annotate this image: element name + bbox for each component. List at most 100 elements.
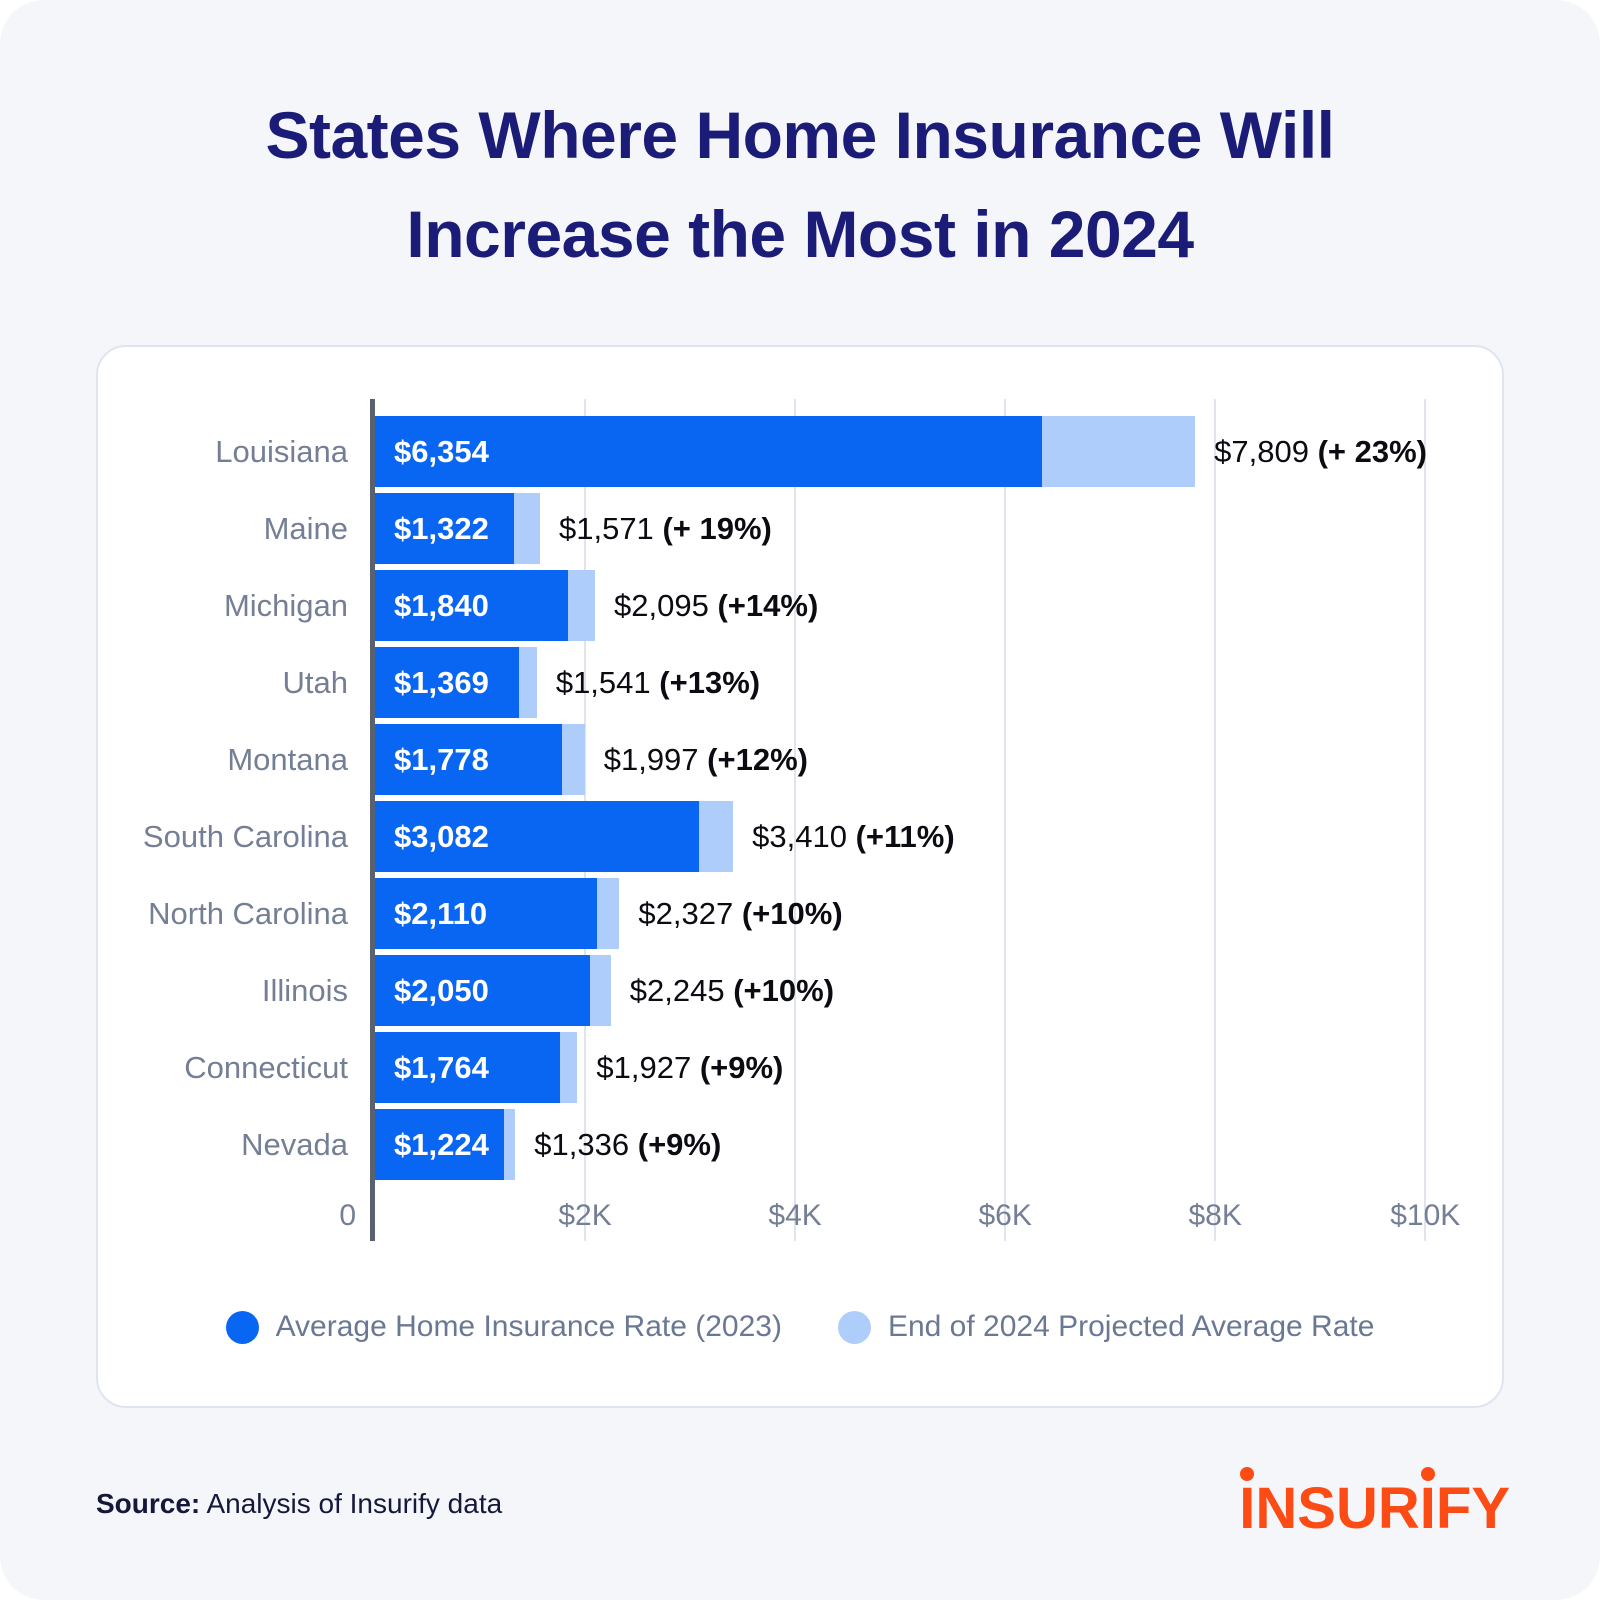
state-label: Maine [263,510,348,546]
bar-row: Montana $1,778 $1,997 (+12%) [227,721,1462,798]
source-text: Analysis of Insurify data [200,1488,503,1519]
chart-legend: Average Home Insurance Rate (2023) End of… [98,1310,1502,1344]
bar-rows: Louisiana $6,354 $7,809 (+ 23%) Maine $1,322… [143,399,1462,1183]
page-title-line2: Increase the Most in 2024 [406,197,1194,271]
state-label: Louisiana [215,433,348,469]
x-axis-tick-label: $10K [1390,1199,1461,1232]
bar-2023-rate: $6,354 [375,416,1043,487]
projected-value: $1,336 [534,1126,630,1162]
projected-value: $7,809 [1214,433,1309,469]
legend-label: End of 2024 Projected Average Rate [887,1310,1375,1343]
projected-value: $3,410 [752,818,847,854]
bar-row: Illinois $2,050 $2,245 (+10%) [262,952,1462,1029]
legend-item: End of 2024 Projected Average Rate [837,1310,1375,1344]
bar-2023-rate: $2,110 [375,878,597,949]
page-title-line1: States Where Home Insurance Will [265,98,1335,172]
projected-pct-change: (+9%) [699,1049,784,1085]
bar-row: Michigan $1,840 $2,095 (+14%) [224,567,1462,644]
projected-pct-change: (+ 19%) [662,510,772,546]
page-title: States Where Home Insurance Will Increase… [80,86,1520,284]
projected-pct-change: (+10%) [741,895,843,931]
bar-2023-value-label: $1,369 [394,664,489,700]
legend-item: Average Home Insurance Rate (2023) [225,1310,782,1344]
projected-value: $1,997 [603,741,699,777]
logo-dotted-i: I [1239,1476,1256,1541]
legend-dot-icon [837,1310,871,1344]
projected-value-label: $1,927 (+9%) [596,1050,783,1086]
bar-2023-value-label: $2,110 [394,895,488,931]
legend-label: Average Home Insurance Rate (2023) [275,1310,782,1343]
x-axis-tick-label: $6K [978,1199,1032,1232]
projected-value-label: $1,336 (+9%) [534,1127,721,1163]
state-label: Utah [282,664,348,700]
projected-value: $2,095 [614,587,709,623]
state-label: North Carolina [148,895,348,931]
state-label: Michigan [223,587,348,623]
bar-2023-rate: $1,322 [375,493,514,564]
gridline [794,399,797,1241]
projected-pct-change: (+10%) [733,972,835,1008]
bar-2023-value-label: $1,764 [394,1049,489,1085]
insurify-logo: INSURIFY [1239,1476,1510,1541]
x-axis-tick-label: $4K [768,1199,822,1232]
bar-row: Nevada $1,224 $1,336 (+9%) [241,1106,1462,1183]
bar-2023-rate: $1,224 [375,1109,504,1180]
bar-2023-value-label: $2,050 [394,972,489,1008]
chart-card: $2K $4K $6K $8K $10K Louisiana $6,354 $7,809 (… [96,345,1504,1408]
logo-dotted-i: I [1419,1476,1436,1541]
projected-pct-change: (+9%) [637,1126,722,1162]
bar-2023-rate: $1,369 [375,647,519,718]
gridline [1004,399,1007,1241]
grid-layer: $2K $4K $6K $8K $10K [375,399,1462,1241]
projected-value-label: $2,095 (+14%) [614,588,818,624]
source-label: Source: [96,1488,201,1519]
projected-value: $1,571 [558,510,654,546]
bar-2023-value-label: $1,322 [394,510,489,546]
bar-row: North Carolina $2,110 $2,327 (+10%) [148,875,1462,952]
source-note: Source: Analysis of Insurify data [96,1488,502,1520]
bar-2023-value-label: $1,224 [394,1126,489,1162]
projected-value-label: $3,410 (+11%) [752,819,955,855]
bar-row: Louisiana $6,354 $7,809 (+ 23%) [215,413,1462,490]
projected-value-label: $7,809 (+ 23%) [1214,434,1427,470]
x-axis-tick-label: $8K [1188,1199,1242,1232]
legend-dot-icon [225,1310,259,1344]
bar-2023-rate: $1,778 [375,724,562,795]
bar-2023-value-label: $1,778 [394,741,489,777]
bar-row: Connecticut $1,764 $1,927 (+9%) [184,1029,1462,1106]
bar-row: Utah $1,369 $1,541 (+13%) [283,644,1462,721]
bar-2023-value-label: $6,354 [394,433,489,469]
projected-value-label: $2,245 (+10%) [630,973,834,1009]
state-label: South Carolina [142,818,348,854]
gridline [1424,399,1427,1241]
projected-value: $2,245 [629,972,725,1008]
bar-2023-rate: $3,082 [375,801,699,872]
projected-value-label: $1,571 (+ 19%) [559,511,772,547]
projected-value-label: $1,997 (+12%) [604,742,808,778]
x-axis-tick-label: $2K [558,1199,612,1232]
state-label: Montana [227,741,348,777]
bar-2023-rate: $2,050 [375,955,591,1026]
bar-2023-value-label: $3,082 [394,818,489,854]
bar-2023-value-label: $1,840 [394,587,489,623]
x-axis-zero-label: 0 [339,1199,356,1232]
projected-pct-change: (+13%) [659,664,761,700]
projected-pct-change: (+14%) [717,587,819,623]
bar-row: Maine $1,322 $1,571 (+ 19%) [264,490,1462,567]
state-label: Connecticut [184,1049,348,1085]
projected-pct-change: (+12%) [707,741,808,777]
projected-pct-change: (+11%) [855,818,955,854]
plot-area: $2K $4K $6K $8K $10K Louisiana $6,354 $7,809 (… [143,399,1462,1241]
gridline [1214,399,1217,1241]
projected-value-label: $1,541 (+13%) [556,665,760,701]
projected-value: $1,927 [596,1049,692,1085]
bar-2023-rate: $1,764 [375,1032,561,1103]
bar-2023-rate: $1,840 [375,570,569,641]
state-label: Illinois [261,972,348,1008]
bar-row: South Carolina $3,082 $3,410 (+11%) [143,798,1462,875]
projected-value: $2,327 [638,895,734,931]
state-label: Nevada [241,1126,348,1162]
projected-pct-change: (+ 23%) [1317,433,1427,469]
projected-value: $1,541 [555,664,651,700]
